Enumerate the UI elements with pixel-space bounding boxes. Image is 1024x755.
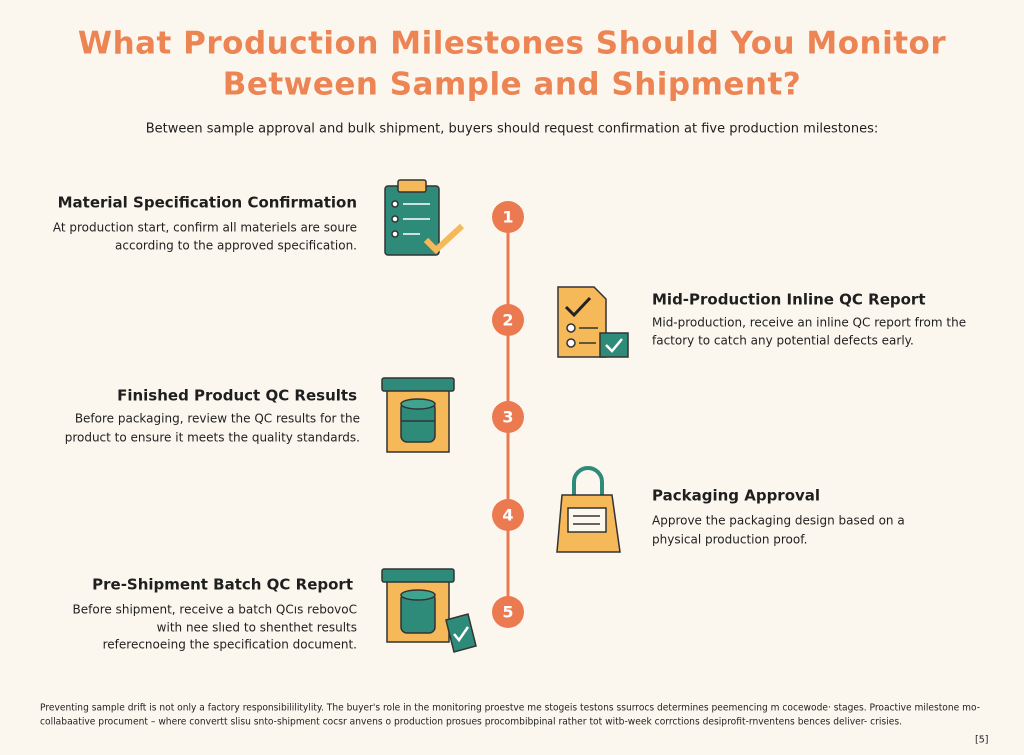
step-number: 2 [502, 311, 513, 330]
step-number: 4 [502, 506, 513, 525]
milestone-heading: Packaging Approval [652, 487, 820, 505]
page-number: [5] [975, 735, 988, 746]
milestone-heading: Pre-Shipment Batch QC Report [92, 576, 353, 594]
step-number: 3 [502, 408, 513, 427]
milestone-text: Mid-production, receive an inline QC rep… [652, 316, 966, 330]
footer-text: collabaative procument – where convertt … [40, 717, 902, 728]
milestone-text: physical production proof. [652, 533, 807, 547]
milestone-text: Before packaging, review the QC results … [75, 412, 360, 426]
footer-text: Preventing sample drift is not only a fa… [40, 703, 980, 714]
milestone-heading: Finished Product QC Results [117, 387, 357, 405]
milestone-heading: Mid-Production Inline QC Report [652, 291, 926, 309]
milestone-text: factory to catch any potential defects e… [652, 334, 914, 348]
milestone-text: according to the approved specification. [115, 239, 357, 253]
shipment-icon [381, 568, 477, 653]
title: What Production Milestones Should You Mo… [78, 26, 946, 62]
milestone-text: Before shipment, receive a batch QCıs re… [73, 603, 357, 617]
report-icon [557, 286, 629, 358]
clipboard-icon [384, 179, 465, 256]
milestone-text: At production start, confirm all materie… [53, 221, 357, 235]
milestone-heading: Material Specification Confirmation [58, 194, 357, 212]
bag-icon [556, 466, 621, 553]
milestone-text: product to ensure it meets the quality s… [65, 431, 360, 445]
step-number: 5 [502, 603, 513, 622]
step-markers: 1 2 3 4 5 [492, 201, 524, 628]
step-number: 1 [502, 208, 513, 227]
milestone-text: with nee slıed to shenthet results [157, 621, 357, 635]
title: Between Sample and Shipment? [223, 67, 802, 103]
milestone-text: referecnoeing the specification document… [103, 638, 357, 652]
box-icon [381, 377, 455, 453]
subtitle: Between sample approval and bulk shipmen… [146, 122, 879, 137]
milestone-text: Approve the packaging design based on a [652, 514, 905, 528]
